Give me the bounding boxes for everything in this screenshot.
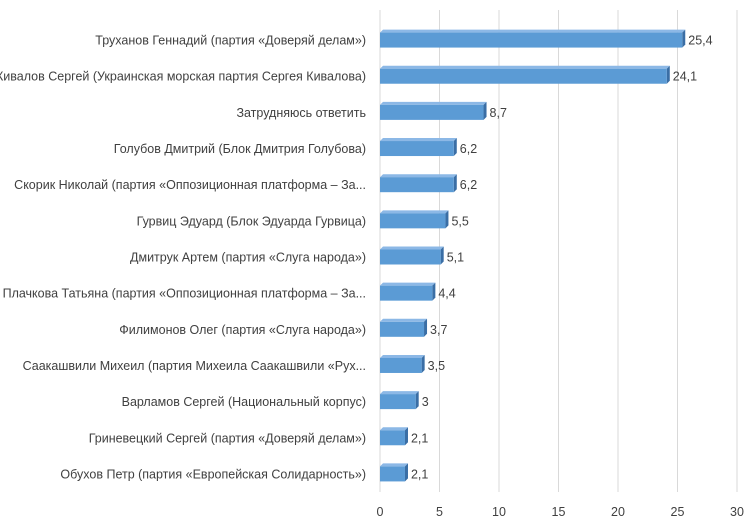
- category-label: Голубов Дмитрий (Блок Дмитрия Голубова): [114, 142, 366, 156]
- bar-side: [440, 246, 444, 265]
- bar-side: [424, 318, 428, 337]
- data-label: 4,4: [438, 287, 455, 301]
- bar-top: [380, 463, 408, 467]
- bar-group: [380, 427, 408, 446]
- data-label: 6,2: [460, 178, 477, 192]
- category-label: Филимонов Олег (партия «Слуга народа»): [119, 323, 366, 337]
- data-label: 2,1: [411, 467, 428, 481]
- x-tick-label: 0: [377, 505, 384, 519]
- category-label: Кивалов Сергей (Украинская морская парти…: [0, 70, 366, 84]
- x-tick-label: 10: [492, 505, 506, 519]
- data-label: 6,2: [460, 142, 477, 156]
- data-labels: 25,4 24,1 8,7 6,2 6,2 5,5 5,1 4,4 3,7 3,5 3 2,1 2,1: [411, 34, 713, 482]
- bar-top: [380, 318, 428, 322]
- bar-side: [404, 463, 408, 482]
- bar-side: [666, 65, 670, 84]
- bar: [380, 357, 422, 373]
- bar-top: [380, 138, 457, 142]
- x-tick-label: 5: [436, 505, 443, 519]
- bar-top: [380, 65, 670, 69]
- bar: [380, 321, 425, 337]
- bar: [380, 32, 683, 48]
- bar-side: [445, 210, 449, 229]
- bar-top: [380, 391, 419, 395]
- data-label: 5,1: [447, 251, 464, 265]
- category-label: Труханов Геннадий (партия «Доверяй делам…: [95, 34, 366, 48]
- bar-top: [380, 282, 436, 286]
- bar-side: [421, 354, 425, 373]
- category-label: Обухов Петр (партия «Европейская Солидар…: [60, 467, 366, 481]
- bar: [380, 213, 446, 229]
- bar: [380, 249, 441, 265]
- bar-group: [380, 174, 457, 193]
- data-label: 3,7: [430, 323, 447, 337]
- bar: [380, 104, 484, 120]
- data-label: 2,1: [411, 431, 428, 445]
- bar: [380, 141, 454, 157]
- data-label: 25,4: [688, 34, 712, 48]
- bar-group: [380, 354, 425, 373]
- bar: [380, 466, 405, 482]
- bar-top: [380, 246, 444, 250]
- bar-group: [380, 391, 419, 410]
- bar-top: [380, 210, 449, 214]
- bar-top: [380, 101, 487, 105]
- bar-group: [380, 101, 487, 120]
- category-label: Гриневецкий Сергей (партия «Доверяй дела…: [89, 431, 366, 445]
- bar-top: [380, 174, 457, 178]
- category-label: Плачкова Татьяна (партия «Оппозиционная …: [3, 287, 366, 301]
- gridlines: [379, 10, 738, 492]
- bar-group: [380, 65, 670, 84]
- category-label: Гурвиц Эдуард (Блок Эдуарда Гурвица): [137, 214, 366, 228]
- bar: [380, 177, 454, 193]
- bar-top: [380, 427, 408, 431]
- bar-side: [453, 174, 457, 193]
- bar-group: [380, 318, 428, 337]
- bar: [380, 430, 405, 446]
- data-label: 24,1: [673, 70, 697, 84]
- bar-top: [380, 29, 686, 33]
- bar-side: [404, 427, 408, 446]
- bars: [380, 29, 686, 482]
- bar-side: [483, 101, 487, 120]
- data-label: 5,5: [451, 214, 468, 228]
- category-label: Скорик Николай (партия «Оппозиционная пл…: [14, 178, 366, 192]
- bar-group: [380, 29, 686, 48]
- bar-side: [453, 138, 457, 157]
- x-tick-label: 25: [671, 505, 685, 519]
- bar-side: [415, 391, 419, 410]
- bar-side: [432, 282, 436, 301]
- category-label: Саакашвили Михеил (партия Михеила Саакаш…: [23, 359, 366, 373]
- x-tick-label: 15: [552, 505, 566, 519]
- bar-group: [380, 246, 444, 265]
- bar-group: [380, 463, 408, 482]
- bar: [380, 285, 433, 301]
- category-label: Варламов Сергей (Национальный корпус): [122, 395, 366, 409]
- bar-group: [380, 210, 449, 229]
- data-label: 3: [422, 395, 429, 409]
- bar: [380, 68, 667, 84]
- bar-top: [380, 354, 425, 358]
- bar-side: [682, 29, 686, 48]
- bar-group: [380, 282, 436, 301]
- bar: [380, 394, 416, 410]
- category-label: Дмитрук Артем (партия «Слуга народа»): [130, 251, 366, 265]
- data-label: 3,5: [428, 359, 445, 373]
- x-axis-tick-labels: 0 5 10 15 20 25 30: [377, 505, 744, 519]
- category-labels: Труханов Геннадий (партия «Доверяй делам…: [0, 34, 366, 482]
- bar-group: [380, 138, 457, 157]
- data-label: 8,7: [490, 106, 507, 120]
- x-tick-label: 20: [611, 505, 625, 519]
- x-tick-label: 30: [730, 505, 744, 519]
- category-label: Затрудняюсь ответить: [236, 106, 366, 120]
